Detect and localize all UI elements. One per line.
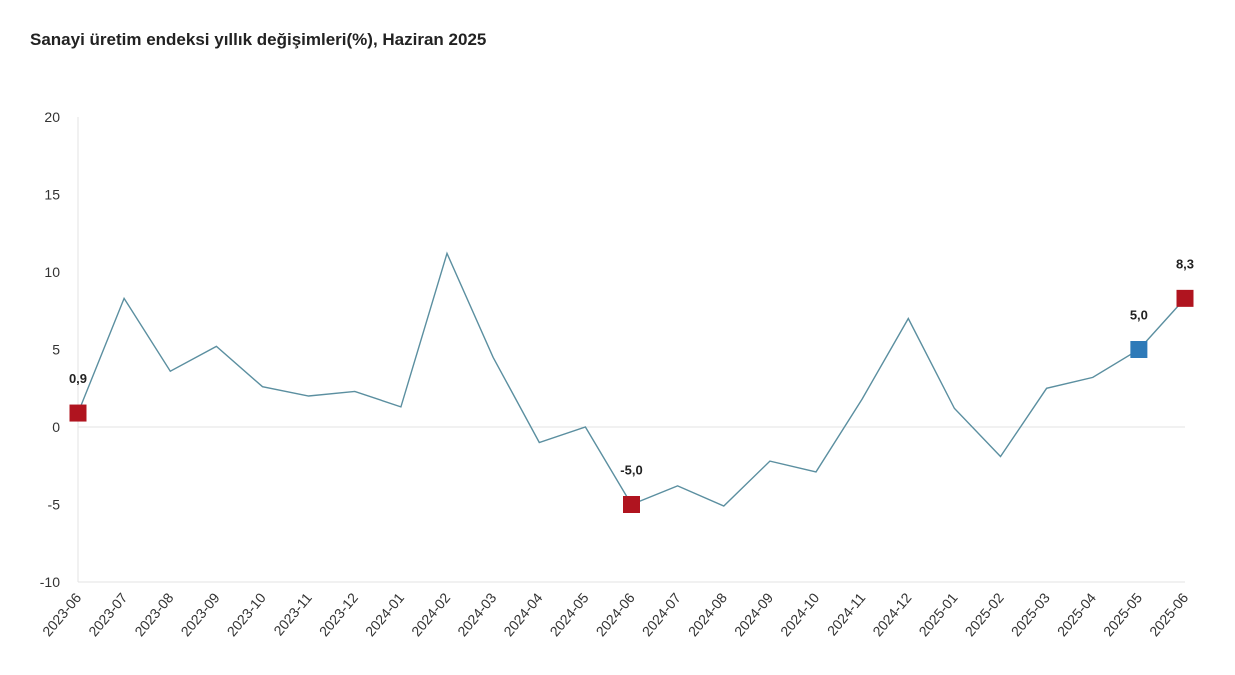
- x-tick-label: 2023-08: [131, 589, 176, 639]
- x-tick-label: 2024-05: [546, 589, 591, 639]
- y-tick-label: 5: [52, 342, 60, 358]
- y-tick-label: 15: [44, 187, 60, 203]
- x-tick-label: 2023-06: [39, 589, 84, 639]
- x-tick-label: 2024-11: [824, 589, 869, 638]
- data-label: 0,9: [69, 371, 87, 386]
- data-label: 5,0: [1130, 308, 1148, 323]
- x-tick-label: 2024-03: [454, 589, 499, 639]
- x-tick-label: 2024-01: [362, 589, 407, 639]
- x-tick-label: 2024-08: [685, 589, 730, 639]
- data-label: 8,3: [1176, 256, 1194, 271]
- x-tick-label: 2024-10: [777, 589, 822, 639]
- x-tick-label: 2023-10: [224, 589, 269, 639]
- data-label: -5,0: [620, 463, 642, 478]
- x-tick-label: 2023-12: [316, 589, 361, 639]
- x-tick-label: 2024-02: [408, 589, 453, 639]
- x-tick-label: 2024-09: [731, 589, 776, 639]
- x-tick-label: 2025-03: [1008, 589, 1053, 639]
- y-tick-label: -10: [40, 574, 60, 590]
- x-tick-label: 2023-11: [270, 589, 315, 638]
- data-point-marker: [623, 496, 640, 513]
- x-tick-label: 2024-06: [593, 589, 638, 639]
- y-tick-label: -5: [48, 497, 61, 513]
- x-tick-label: 2024-07: [639, 589, 684, 639]
- x-tick-label: 2024-04: [500, 589, 545, 639]
- data-point-marker: [69, 404, 87, 422]
- x-tick-label: 2024-12: [869, 589, 914, 639]
- x-tick-label: 2025-05: [1100, 589, 1145, 639]
- data-point-marker: [1130, 341, 1148, 358]
- chart-title: Sanayi üretim endeksi yıllık değişimleri…: [30, 30, 487, 49]
- x-tick-label: 2023-07: [85, 589, 130, 639]
- y-tick-label: 20: [44, 109, 60, 125]
- x-tick-label: 2025-04: [1054, 589, 1099, 639]
- x-tick-label: 2025-01: [915, 589, 960, 639]
- x-tick-label: 2025-06: [1146, 589, 1191, 639]
- y-tick-label: 0: [52, 419, 60, 435]
- data-point-marker: [1176, 289, 1194, 307]
- x-tick-label: 2023-09: [177, 589, 222, 639]
- y-tick-label: 10: [44, 264, 60, 280]
- x-tick-label: 2025-02: [962, 589, 1007, 639]
